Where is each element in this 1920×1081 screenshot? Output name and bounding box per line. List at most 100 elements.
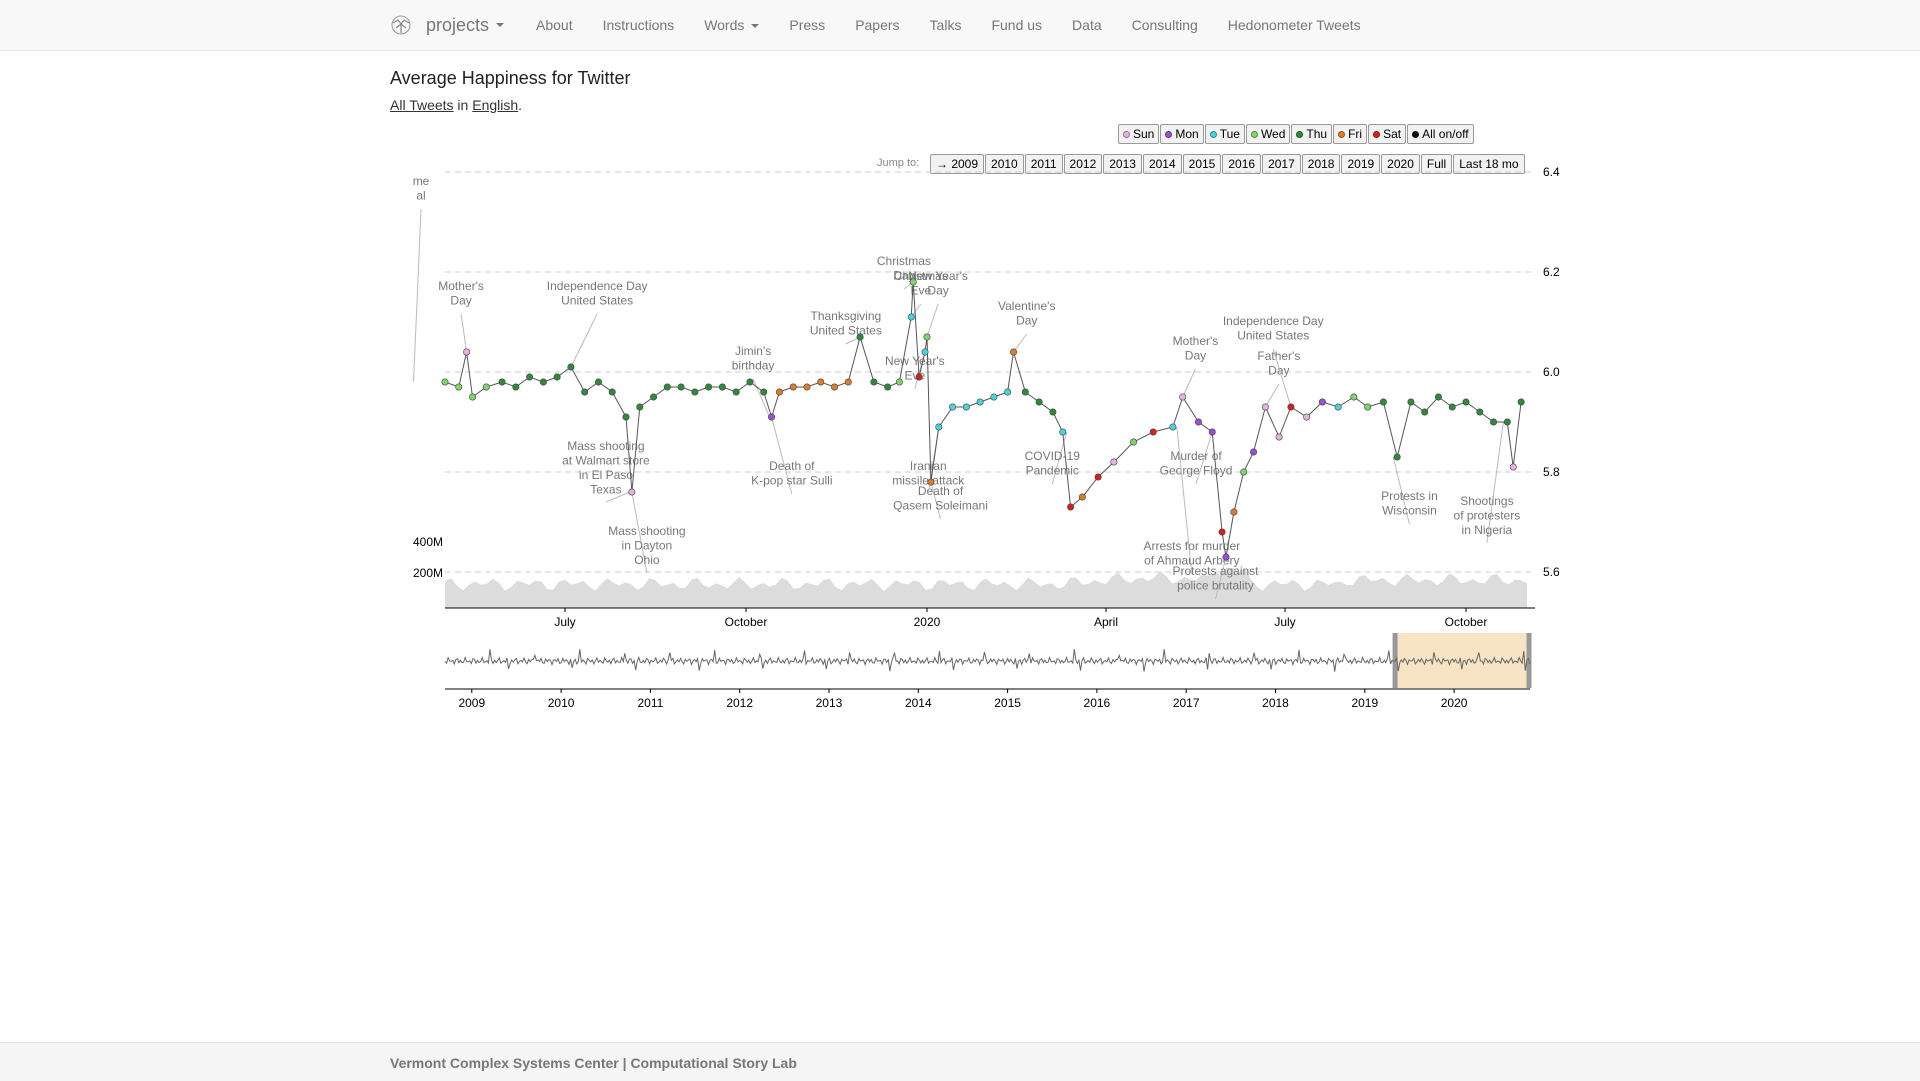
nav-fund-us[interactable]: Fund us <box>991 17 1043 33</box>
annotation-label: Christmas Eve <box>894 269 948 298</box>
data-point <box>1218 528 1226 536</box>
nav-consulting[interactable]: Consulting <box>1131 17 1198 33</box>
day-toggle-mon[interactable]: Mon <box>1160 124 1204 144</box>
nav-instructions[interactable]: Instructions <box>602 17 675 33</box>
annotation-line: of Ahmaud Arbery <box>1144 554 1239 568</box>
data-point <box>1078 493 1086 501</box>
jump-2010-button[interactable]: 2010 <box>985 154 1024 174</box>
brand-dropdown[interactable]: projects <box>390 0 505 50</box>
data-point <box>608 388 616 396</box>
annotation-line: United States <box>1237 329 1309 343</box>
legend-dot-icon <box>1250 130 1258 138</box>
day-toggle-wed[interactable]: Wed <box>1245 124 1291 144</box>
data-point <box>923 333 931 341</box>
nav-about[interactable]: About <box>536 17 573 33</box>
overview-x-tick-label: 2019 <box>1351 696 1378 710</box>
annotation-line: of protesters <box>1454 509 1521 523</box>
annotation-line: Day <box>1268 364 1289 378</box>
all-tweets-link[interactable]: All Tweets <box>390 97 454 113</box>
data-point <box>636 403 644 411</box>
data-point <box>512 383 520 391</box>
y-tick-label: 6.2 <box>1543 265 1560 279</box>
data-point <box>976 398 984 406</box>
day-toggle-sat[interactable]: Sat <box>1368 124 1407 144</box>
x-tick-label: April <box>1094 615 1118 629</box>
data-point <box>1004 388 1012 396</box>
overview-x-tick-label: 2018 <box>1262 696 1289 710</box>
annotation-label: Murder of George Floyd <box>1160 449 1233 478</box>
data-point <box>927 478 935 486</box>
data-point <box>1250 448 1258 456</box>
data-point <box>895 378 903 386</box>
data-point <box>469 393 477 401</box>
data-point <box>1169 423 1177 431</box>
jump-2013-button[interactable]: 2013 <box>1103 154 1142 174</box>
nav-words-dropdown[interactable]: Words <box>689 0 774 50</box>
annotation-line: Day <box>893 269 914 283</box>
annotation-label: Independence Day United States <box>547 279 648 308</box>
data-point <box>1334 403 1342 411</box>
legend-dot-icon <box>1209 130 1217 138</box>
legend-dot-icon <box>1296 130 1304 138</box>
jump-2020-button[interactable]: 2020 <box>1381 154 1420 174</box>
day-toggle-thu[interactable]: Thu <box>1291 124 1333 144</box>
data-point <box>732 388 740 396</box>
footer-credit: Vermont Complex Systems Center | Computa… <box>390 1055 797 1071</box>
jump-2019-button[interactable]: 2019 <box>1341 154 1381 174</box>
data-point <box>831 383 839 391</box>
data-point <box>884 383 892 391</box>
x-tick-label: July <box>1274 615 1295 629</box>
day-toggle-fri[interactable]: Fri <box>1333 124 1368 144</box>
data-point <box>1010 348 1018 356</box>
y-tick-label: 6.4 <box>1543 165 1560 179</box>
nav-talks[interactable]: Talks <box>929 17 962 33</box>
data-point <box>1021 388 1029 396</box>
annotation-label: Independence Day United States <box>1223 314 1324 343</box>
annotation-leader-line <box>460 313 468 353</box>
jump-2016-button[interactable]: 2016 <box>1222 154 1262 174</box>
overview-x-tick-label: 2016 <box>1084 696 1111 710</box>
data-point <box>1208 428 1216 436</box>
annotation-line: Protests in <box>1381 489 1438 503</box>
jump-full-button[interactable]: Full <box>1420 154 1453 174</box>
nav-press[interactable]: Press <box>789 17 826 33</box>
jump-2012-button[interactable]: 2012 <box>1063 154 1103 174</box>
overview-x-tick-label: 2013 <box>816 696 843 710</box>
jump-last-18mo-button[interactable]: Last 18 mo <box>1453 154 1525 174</box>
data-point <box>870 378 878 386</box>
data-point <box>539 378 547 386</box>
annotation-leader-line <box>570 313 598 368</box>
annotation-line: Day <box>1185 349 1206 363</box>
data-point <box>775 388 783 396</box>
annotation-line: Father's <box>1257 349 1300 363</box>
happiness-timeseries-chart[interactable]: 6.4 6.2 6.0 5.8 5.6 400M 200M July October 2020 Ap… <box>395 160 1580 630</box>
day-label: Mon <box>1175 127 1199 141</box>
jump-2009-button[interactable]: → 2009 <box>930 154 985 174</box>
data-point <box>567 363 575 371</box>
annotation-line: Christmas <box>877 254 931 268</box>
annotation-leader-line <box>771 416 793 495</box>
jump-2014-button[interactable]: 2014 <box>1142 154 1182 174</box>
data-point <box>1462 398 1470 406</box>
overview-brush-chart[interactable]: 2009 2010 2011 2012 2013 2014 2015 2016 2017 2018… <box>435 625 1535 715</box>
data-point <box>1364 403 1372 411</box>
legend-dot-icon <box>1123 130 1130 138</box>
annotation-line: Day <box>450 294 471 308</box>
happiness-series-line <box>444 281 1522 558</box>
jump-2017-button[interactable]: 2017 <box>1262 154 1301 174</box>
jump-2015-button[interactable]: 2015 <box>1182 154 1222 174</box>
nav-data[interactable]: Data <box>1072 17 1102 33</box>
data-point <box>1503 418 1511 426</box>
jump-2018-button[interactable]: 2018 <box>1301 154 1341 174</box>
annotation-line: Independence Day <box>547 279 648 293</box>
annotation-line: Mass shooting <box>567 439 644 453</box>
english-link[interactable]: English <box>472 97 519 113</box>
day-toggle-sun[interactable]: Sun <box>1118 124 1160 144</box>
nav-words-label: Words <box>704 17 745 33</box>
day-toggle-tue[interactable]: Tue <box>1204 124 1245 144</box>
nav-papers[interactable]: Papers <box>855 17 900 33</box>
data-point <box>909 278 917 286</box>
day-toggle-all[interactable]: All on/off <box>1407 124 1474 144</box>
nav-hedonometer-tweets[interactable]: Hedonometer Tweets <box>1227 17 1361 33</box>
jump-2011-button[interactable]: 2011 <box>1024 154 1063 174</box>
